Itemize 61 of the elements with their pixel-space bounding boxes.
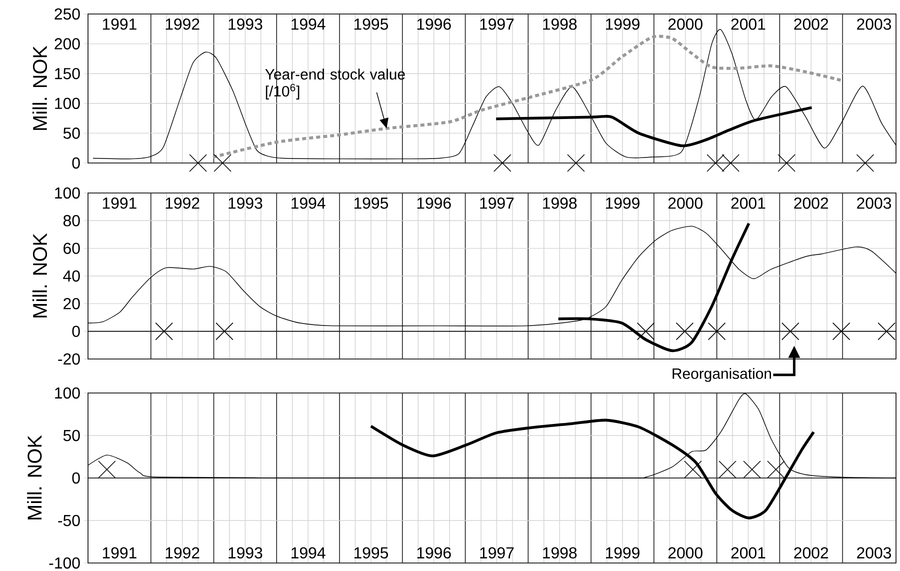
x-tick-label: 2001: [731, 198, 766, 209]
x-tick-label: 1994: [292, 547, 326, 558]
x-tick-label: 1994: [292, 198, 326, 209]
y-tick-label: 200: [54, 38, 80, 50]
x-tick-label: 2003: [857, 547, 892, 558]
x-tick-label: 1993: [228, 18, 262, 30]
x-tick-label: 1994: [292, 18, 326, 30]
x-tick-label: 1992: [166, 547, 200, 558]
y-tick-label: 0: [72, 157, 80, 169]
x-tick-label: 2002: [794, 547, 828, 558]
y-tick-label: 50: [63, 128, 80, 139]
x-tick-label: 1992: [166, 198, 200, 209]
x-tick-label: 1998: [543, 18, 577, 30]
y-tick-label: 0: [72, 326, 80, 337]
y-tick-label: 250: [54, 8, 80, 20]
y-tick-label: -100: [49, 557, 80, 569]
y-tick-label: 100: [55, 387, 80, 399]
y-tick-label: 100: [55, 187, 80, 199]
x-tick-label: 1998: [543, 547, 577, 558]
x-tick-label: 2002: [794, 18, 828, 30]
x-tick-label: 2003: [857, 18, 892, 30]
x-tick-label: 1999: [606, 547, 640, 558]
x-tick-label: 2002: [794, 198, 828, 209]
x-tick-label: 1996: [417, 547, 451, 558]
x-tick-label: 1999: [606, 18, 640, 30]
x-tick-label: 1991: [102, 547, 136, 558]
y-tick-label: -50: [58, 514, 80, 526]
x-tick-label: 1995: [354, 198, 388, 209]
y-axis-title: Mill. NOK: [32, 233, 48, 318]
x-tick-label: 2000: [668, 198, 702, 209]
x-tick-label: 1992: [166, 18, 200, 30]
y-tick-label: 40: [63, 270, 80, 282]
y-tick-label: 20: [64, 298, 80, 310]
x-tick-label: 1998: [543, 198, 577, 209]
x-tick-label: 2003: [857, 198, 892, 209]
x-tick-label: 1995: [354, 547, 388, 558]
y-tick-label: 0: [72, 472, 80, 484]
y-axis-title: Mill. NOK: [32, 46, 48, 130]
x-tick-label: 2000: [668, 18, 702, 30]
x-tick-label: 2001: [731, 547, 766, 558]
x-tick-label: 1997: [480, 18, 514, 30]
x-tick-label: 1996: [417, 198, 451, 209]
x-tick-label: 2001: [731, 18, 766, 30]
x-tick-label: 2000: [668, 547, 702, 558]
y-tick-label: 50: [63, 430, 80, 442]
x-tick-label: 1991: [102, 18, 136, 30]
x-tick-label: 1991: [102, 198, 136, 209]
x-tick-label: 1995: [354, 18, 388, 30]
y-tick-label: 100: [55, 98, 80, 110]
y-tick-label: 80: [63, 215, 80, 226]
x-tick-label: 1997: [480, 547, 514, 558]
x-tick-label: 1996: [417, 18, 451, 30]
text: Reorganisation: [672, 368, 772, 382]
x-tick-label: 1993: [228, 547, 262, 558]
x-tick-label: 1999: [606, 198, 640, 209]
y-tick-label: 150: [55, 68, 80, 80]
y-axis-title: Mill. NOK: [27, 435, 42, 520]
y-tick-label: -20: [58, 353, 80, 365]
x-tick-label: 1993: [228, 198, 262, 209]
x-tick-label: 1997: [480, 198, 514, 209]
y-tick-label: 60: [64, 242, 80, 254]
